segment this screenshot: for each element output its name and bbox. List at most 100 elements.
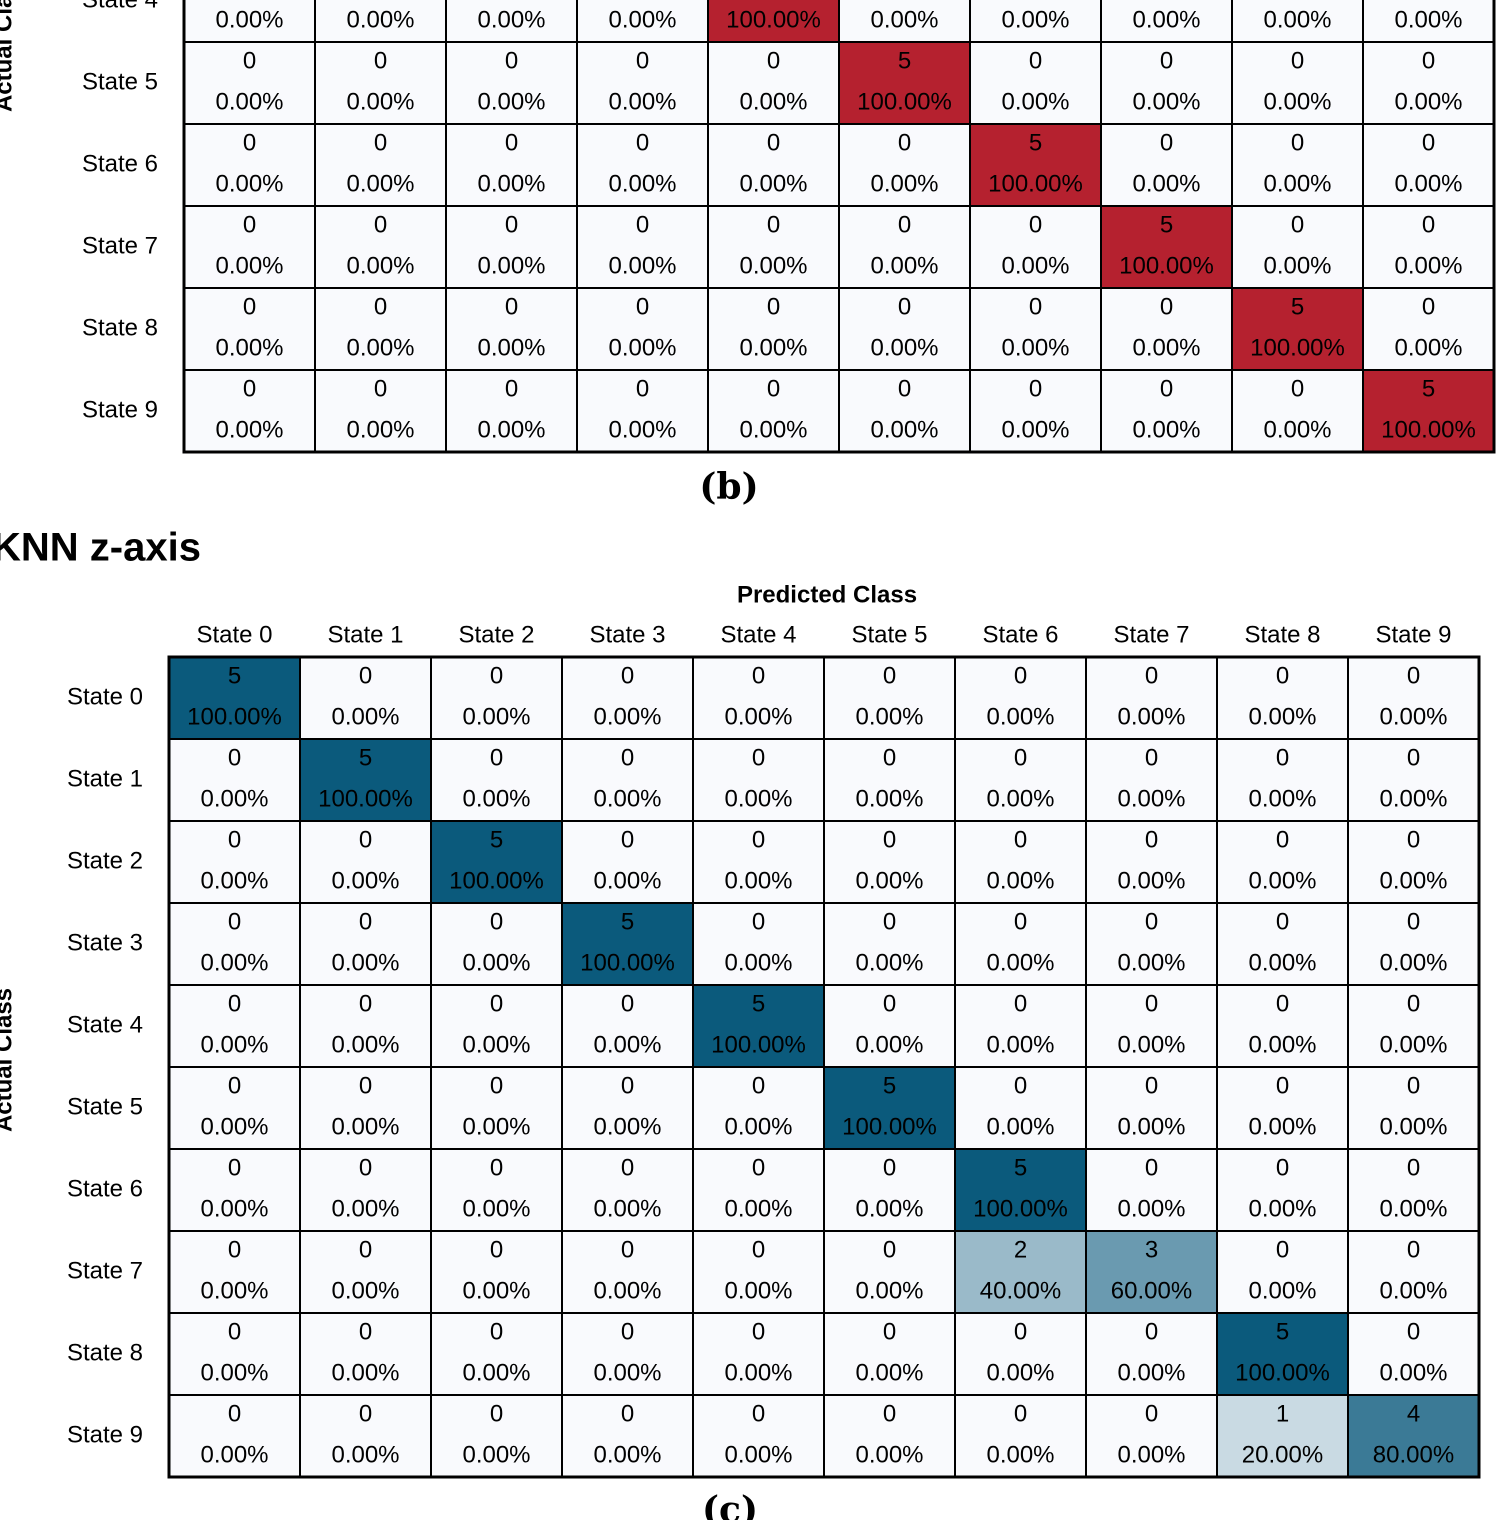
cell-percent: 0.00%	[724, 949, 792, 976]
cell-percent: 0.00%	[462, 1113, 530, 1140]
cell-count: 0	[1029, 293, 1042, 320]
cell-percent: 0.00%	[870, 252, 938, 279]
cell-count: 0	[1422, 129, 1435, 156]
cell-percent: 100.00%	[187, 703, 282, 730]
cell	[299, 1394, 432, 1478]
cell-count: 0	[752, 1400, 765, 1427]
cell-count: 0	[1160, 129, 1173, 156]
cell	[183, 41, 316, 125]
cell	[692, 1230, 825, 1314]
row-label: State 5	[82, 68, 158, 95]
cell-percent: 100.00%	[580, 949, 675, 976]
column-label: State 5	[851, 621, 927, 648]
cell-percent: 100.00%	[726, 6, 821, 33]
x-axis-title: Predicted Class	[737, 581, 917, 608]
cell-count: 0	[1145, 1318, 1158, 1345]
cell-count: 0	[636, 293, 649, 320]
cell-count: 0	[505, 293, 518, 320]
row-label: State 2	[67, 847, 143, 874]
cell	[1085, 984, 1218, 1068]
cell-percent: 100.00%	[1250, 334, 1345, 361]
column-label: State 0	[196, 621, 272, 648]
cell-count: 0	[374, 211, 387, 238]
cell-count: 0	[883, 662, 896, 689]
cell-percent: 80.00%	[1373, 1441, 1454, 1468]
cell-count: 0	[490, 1154, 503, 1181]
cell-percent: 0.00%	[1248, 703, 1316, 730]
y-axis-title: Actual Class	[0, 0, 17, 112]
cell-percent: 0.00%	[593, 1195, 661, 1222]
cell	[168, 1230, 301, 1314]
cell-percent: 0.00%	[855, 785, 923, 812]
cell-count: 0	[621, 662, 634, 689]
cell	[445, 369, 578, 453]
cell-percent: 0.00%	[331, 1031, 399, 1058]
cell-count: 0	[1407, 1236, 1420, 1263]
cell-percent: 0.00%	[200, 1031, 268, 1058]
cell	[1085, 902, 1218, 986]
cell-percent: 0.00%	[331, 949, 399, 976]
cell	[838, 369, 971, 453]
cell-percent: 0.00%	[215, 416, 283, 443]
cell	[823, 984, 956, 1068]
cell-percent: 0.00%	[1394, 170, 1462, 197]
cell	[1216, 820, 1349, 904]
cell	[1362, 369, 1495, 453]
cell-percent: 0.00%	[1132, 416, 1200, 443]
cell-percent: 0.00%	[724, 1441, 792, 1468]
cell-percent: 0.00%	[986, 703, 1054, 730]
cell-percent: 100.00%	[1381, 416, 1476, 443]
cell-count: 0	[490, 908, 503, 935]
cell-percent: 0.00%	[1117, 1359, 1185, 1386]
cell-count: 0	[228, 908, 241, 935]
cell-count: 0	[636, 47, 649, 74]
cell-count: 0	[1276, 908, 1289, 935]
cell-percent: 0.00%	[200, 1195, 268, 1222]
cell-count: 0	[898, 375, 911, 402]
cell-percent: 0.00%	[724, 867, 792, 894]
cell	[1231, 41, 1364, 125]
cell-count: 0	[1291, 375, 1304, 402]
cell-percent: 0.00%	[608, 6, 676, 33]
cell-count: 0	[1160, 293, 1173, 320]
cell-percent: 0.00%	[1001, 334, 1069, 361]
cell	[1362, 0, 1495, 43]
cell-count: 0	[1014, 1400, 1027, 1427]
cell	[430, 1066, 563, 1150]
cell	[183, 205, 316, 289]
cell-count: 0	[228, 1154, 241, 1181]
cell	[561, 1394, 694, 1478]
cell	[823, 902, 956, 986]
cell-count: 0	[374, 47, 387, 74]
cell	[299, 1312, 432, 1396]
cell-percent: 0.00%	[477, 416, 545, 443]
cell-count: 0	[767, 375, 780, 402]
cell-percent: 0.00%	[346, 88, 414, 115]
cell-percent: 0.00%	[1394, 252, 1462, 279]
cell-percent: 0.00%	[1132, 334, 1200, 361]
cell-count: 0	[752, 1072, 765, 1099]
cell	[823, 1148, 956, 1232]
cell	[445, 0, 578, 43]
cell-percent: 0.00%	[462, 785, 530, 812]
cell-percent: 0.00%	[331, 867, 399, 894]
cell-percent: 0.00%	[331, 1441, 399, 1468]
cell	[823, 1312, 956, 1396]
cell-count: 0	[752, 662, 765, 689]
cell-count: 0	[1014, 744, 1027, 771]
cell-count: 0	[1276, 990, 1289, 1017]
cell	[299, 902, 432, 986]
cell-percent: 0.00%	[331, 1277, 399, 1304]
cell-percent: 0.00%	[346, 252, 414, 279]
cell	[692, 656, 825, 740]
cell	[692, 1148, 825, 1232]
cell-count: 0	[374, 375, 387, 402]
cell-percent: 0.00%	[1001, 88, 1069, 115]
cell-count: 0	[621, 1154, 634, 1181]
cell-count: 0	[752, 1236, 765, 1263]
cell-percent: 0.00%	[986, 867, 1054, 894]
cell-percent: 0.00%	[593, 1031, 661, 1058]
cell	[1231, 123, 1364, 207]
